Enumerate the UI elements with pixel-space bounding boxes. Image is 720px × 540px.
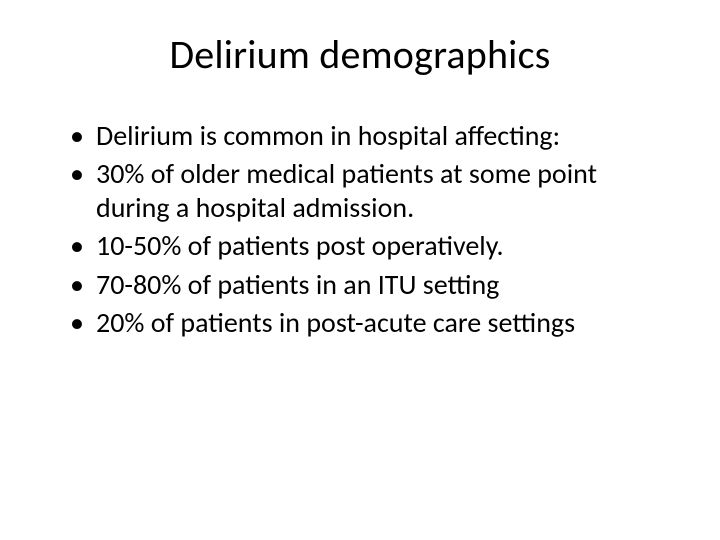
slide-title: Delirium demographics	[40, 30, 680, 79]
bullet-item: 20% of patients in post-acute care setti…	[70, 306, 670, 340]
slide: Delirium demographics Delirium is common…	[0, 0, 720, 540]
bullet-list: Delirium is common in hospital affecting…	[40, 119, 680, 340]
bullet-item: Delirium is common in hospital affecting…	[70, 119, 670, 153]
bullet-item: 10-50% of patients post operatively.	[70, 229, 670, 263]
bullet-item: 70-80% of patients in an ITU setting	[70, 268, 670, 302]
bullet-item: 30% of older medical patients at some po…	[70, 157, 670, 225]
